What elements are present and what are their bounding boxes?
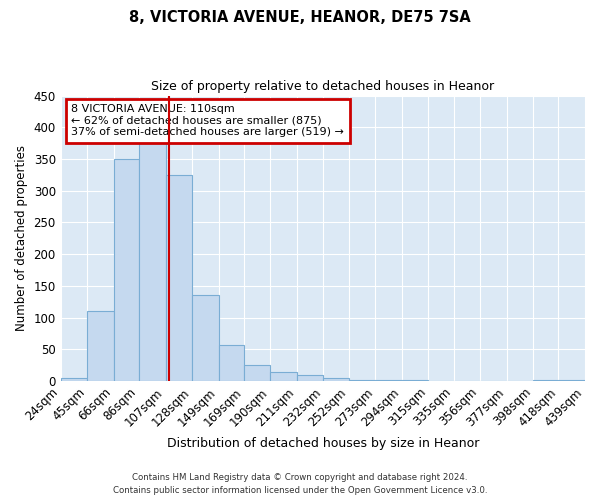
Text: 8 VICTORIA AVENUE: 110sqm
← 62% of detached houses are smaller (875)
37% of semi: 8 VICTORIA AVENUE: 110sqm ← 62% of detac… [71,104,344,138]
Bar [297,375,323,381]
Bar [61,378,87,381]
Bar [323,378,349,381]
Bar [87,310,114,381]
Bar [559,380,585,381]
Bar [114,159,139,381]
X-axis label: Distribution of detached houses by size in Heanor: Distribution of detached houses by size … [167,437,479,450]
Title: Size of property relative to detached houses in Heanor: Size of property relative to detached ho… [151,80,494,93]
Bar [375,380,402,381]
Bar [192,296,218,381]
Bar [402,380,428,381]
Bar [166,175,192,381]
Bar [533,380,559,381]
Text: 8, VICTORIA AVENUE, HEANOR, DE75 7SA: 8, VICTORIA AVENUE, HEANOR, DE75 7SA [129,10,471,25]
Bar [218,345,244,381]
Bar [139,143,166,381]
Text: Contains HM Land Registry data © Crown copyright and database right 2024.
Contai: Contains HM Land Registry data © Crown c… [113,474,487,495]
Bar [244,365,271,381]
Bar [271,372,297,381]
Y-axis label: Number of detached properties: Number of detached properties [15,145,28,331]
Bar [349,380,375,381]
